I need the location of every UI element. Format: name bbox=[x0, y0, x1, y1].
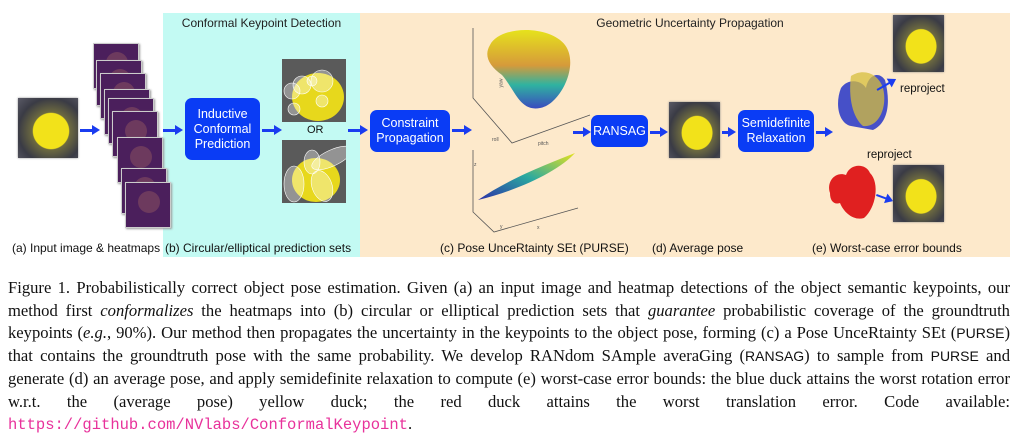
figure-label: Figure 1. bbox=[8, 278, 71, 297]
caption-text: ) to sample from bbox=[804, 346, 931, 366]
caption-emphasis: guarantee bbox=[647, 300, 716, 320]
axis-label-pitch: pitch bbox=[538, 141, 549, 147]
arrow bbox=[650, 127, 668, 137]
label-d: (d) Average pose bbox=[652, 241, 744, 255]
red-duck-worst-translation bbox=[829, 165, 876, 219]
rotation-uncertainty-plot bbox=[472, 28, 591, 144]
reprojected-blue-duck-image bbox=[893, 15, 944, 72]
caption-text: ) that contains the groundtruth pose wit… bbox=[8, 323, 1011, 366]
code-link[interactable]: https://github.com/NVlabs/ConformalKeypo… bbox=[8, 416, 408, 435]
average-pose-image bbox=[669, 102, 720, 158]
elliptical-prediction-set-image bbox=[282, 140, 346, 203]
caption-text: . bbox=[407, 414, 413, 434]
caption-text: and generate (d) an average pose, and ap… bbox=[8, 346, 1010, 411]
blue-duck-worst-rotation bbox=[838, 72, 888, 130]
box-line: Propagation bbox=[376, 131, 444, 145]
inductive-conformal-prediction-box: Inductive Conformal Prediction bbox=[185, 98, 260, 160]
arrow bbox=[573, 127, 591, 137]
reproject-label-bottom: reproject bbox=[867, 149, 912, 161]
caption-text: probabilistic coverage of the groundtrut… bbox=[8, 300, 1010, 343]
caption-text: the heatmaps into (b) circular or ellipt… bbox=[193, 300, 648, 320]
panel-title-conformal: Conformal Keypoint Detection bbox=[181, 16, 342, 30]
arrow bbox=[262, 125, 282, 135]
arrow bbox=[163, 125, 183, 135]
axis-label-roll: roll bbox=[492, 137, 499, 143]
arrow bbox=[722, 127, 736, 137]
caption-text: Probabilistically correct object pose es… bbox=[8, 278, 1011, 320]
purse-term: PURSE bbox=[930, 348, 979, 365]
caption-text: , 90%). Our method then propagates the u… bbox=[106, 323, 957, 343]
ransag-box: RANSAG bbox=[591, 115, 648, 147]
caption-emphasis: conformalizes bbox=[100, 300, 194, 320]
box-line: Conformal bbox=[193, 121, 252, 136]
input-image bbox=[18, 98, 78, 158]
arrow bbox=[816, 127, 833, 137]
panel-title-geometric: Geometric Uncertainty Propagation bbox=[596, 16, 784, 30]
or-text: OR bbox=[307, 124, 324, 136]
arrow bbox=[348, 125, 368, 135]
caption-emphasis: e.g. bbox=[83, 323, 107, 343]
box-line: Prediction bbox=[194, 136, 251, 151]
purse-term: PURSE bbox=[956, 325, 1005, 342]
box-line: Relaxation bbox=[746, 131, 806, 145]
reprojected-red-duck-image bbox=[893, 165, 944, 222]
label-a: (a) Input image & heatmaps bbox=[12, 241, 161, 255]
box-line: Constraint bbox=[381, 116, 439, 130]
reproject-label-top: reproject bbox=[900, 83, 945, 95]
figure-caption: Figure 1. Probabilistically correct obje… bbox=[8, 277, 1010, 437]
translation-uncertainty-plot bbox=[472, 150, 579, 233]
constraint-propagation-box: Constraint Propagation bbox=[370, 110, 450, 152]
label-c: (c) Pose UnceRtainty SEt (PURSE) bbox=[440, 241, 629, 255]
box-line: Inductive bbox=[197, 106, 248, 121]
semidefinite-relaxation-box: Semidefinite Relaxation bbox=[738, 110, 814, 152]
axis-label-x: x bbox=[537, 225, 540, 231]
axis-label-z: z bbox=[474, 162, 477, 168]
axis-label-yaw: yaw bbox=[498, 78, 505, 88]
arrow bbox=[452, 125, 472, 135]
axis-label-y: y bbox=[500, 224, 503, 230]
label-e: (e) Worst-case error bounds bbox=[812, 241, 962, 255]
box-line: Semidefinite bbox=[741, 116, 811, 130]
ransag-term: RANSAG bbox=[745, 348, 805, 365]
label-b: (b) Circular/elliptical prediction sets bbox=[165, 241, 352, 255]
circular-prediction-set-image bbox=[282, 59, 346, 122]
arrow bbox=[80, 125, 100, 135]
